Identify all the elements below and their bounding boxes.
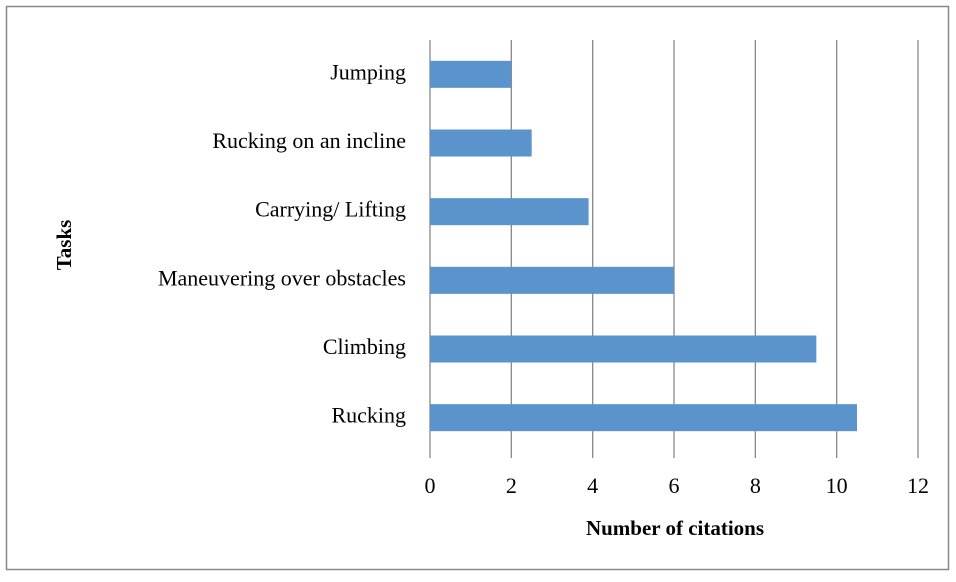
y-tick-label: Rucking on an incline	[212, 128, 406, 153]
x-tick-label: 6	[669, 473, 680, 498]
y-tick-label: Climbing	[323, 334, 406, 359]
x-axis-label: Number of citations	[586, 516, 764, 540]
bar	[430, 60, 512, 88]
bar	[430, 129, 532, 157]
bar	[430, 404, 857, 432]
x-tick-label: 2	[506, 473, 517, 498]
y-tick-label: Carrying/ Lifting	[255, 197, 406, 222]
bar	[430, 266, 674, 294]
x-tick-label: 0	[425, 473, 436, 498]
y-tick-label: Jumping	[330, 59, 406, 84]
x-tick-label: 8	[750, 473, 761, 498]
x-tick-label: 10	[826, 473, 848, 498]
x-tick-label: 4	[587, 473, 598, 498]
y-tick-label: Rucking	[331, 403, 406, 428]
bar	[430, 335, 817, 363]
y-tick-label: Maneuvering over obstacles	[158, 265, 406, 290]
x-tick-label: 12	[907, 473, 929, 498]
bar	[430, 198, 589, 226]
y-axis-label: Tasks	[52, 220, 76, 271]
